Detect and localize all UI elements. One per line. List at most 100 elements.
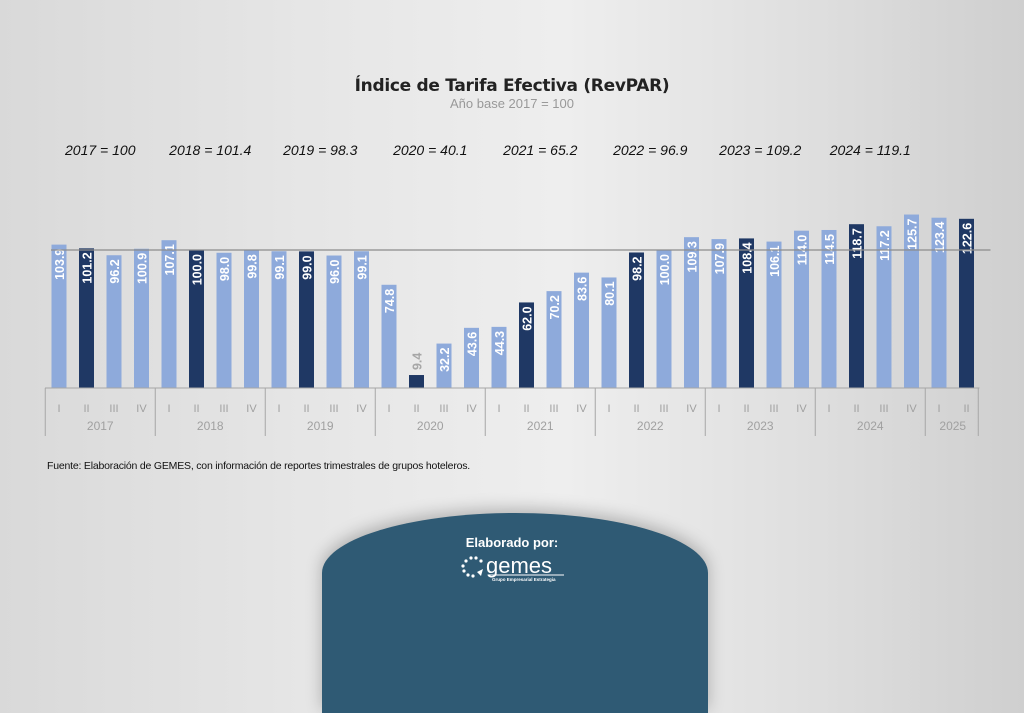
annual-index-label: 2023 = 109.2 — [719, 142, 802, 158]
bar — [519, 302, 534, 388]
quarter-label: II — [853, 403, 859, 415]
bar — [244, 250, 259, 388]
bar — [161, 240, 177, 388]
quarter-label: I — [167, 403, 170, 415]
quarter-label: IV — [246, 403, 257, 415]
data-label: 99.8 — [246, 254, 260, 278]
bar — [546, 291, 562, 388]
bar — [271, 251, 287, 388]
quarter-label: III — [219, 403, 228, 415]
bar — [491, 326, 507, 388]
bar — [216, 252, 232, 388]
annual-index-label: 2021 = 65.2 — [503, 142, 578, 158]
bar — [739, 238, 754, 388]
quarter-label: II — [303, 403, 309, 415]
data-label: 83.6 — [576, 277, 590, 301]
bar — [354, 251, 369, 388]
quarter-label: III — [659, 403, 668, 415]
data-label: 107.1 — [163, 244, 177, 275]
year-label: 2017 — [87, 419, 114, 433]
data-label: 118.7 — [851, 228, 865, 259]
quarter-label: IV — [466, 403, 477, 415]
bar — [711, 239, 727, 388]
year-label: 2025 — [939, 419, 966, 433]
data-label: 96.0 — [328, 259, 342, 283]
bar — [821, 229, 837, 388]
footer-label: Elaborado por: — [465, 535, 559, 550]
quarter-label: I — [277, 403, 280, 415]
data-label: 100.0 — [191, 254, 205, 285]
year-label: 2023 — [747, 419, 774, 433]
data-label: 106.1 — [768, 246, 782, 277]
data-label: 44.3 — [493, 331, 507, 355]
bar — [189, 250, 204, 388]
quarter-label: I — [827, 403, 830, 415]
bar — [876, 226, 892, 388]
bar-chart: 103.9I101.2II96.2III100.9IV107.1I100.0II… — [44, 214, 991, 436]
bar — [684, 237, 699, 388]
quarter-label: II — [633, 403, 639, 415]
quarter-label: II — [743, 403, 749, 415]
annual-index-label: 2017 = 100 — [65, 142, 136, 158]
data-label: 125.7 — [906, 218, 920, 249]
source-note: Fuente: Elaboración de GEMES, con inform… — [47, 460, 471, 472]
data-label: 99.1 — [273, 255, 287, 279]
quarter-label: II — [523, 403, 529, 415]
chart-title: Índice de Tarifa Efectiva (RevPAR) — [354, 76, 670, 96]
data-label: 114.5 — [823, 234, 837, 265]
quarter-label: III — [439, 403, 448, 415]
bar — [326, 255, 342, 388]
data-label: 62.0 — [521, 306, 535, 330]
bar — [794, 230, 809, 388]
year-label: 2019 — [307, 419, 334, 433]
quarter-label: III — [549, 403, 558, 415]
bar — [629, 252, 644, 388]
data-label: 107.9 — [713, 243, 727, 274]
data-label: 108.4 — [741, 242, 755, 273]
quarter-label: I — [937, 403, 940, 415]
bar — [436, 343, 452, 388]
bar — [904, 214, 919, 388]
quarter-label: I — [717, 403, 720, 415]
gemes-logo: gemes Grupo Empresarial Estrategia — [461, 553, 564, 582]
quarter-label: IV — [906, 403, 917, 415]
quarter-label: IV — [796, 403, 807, 415]
bar — [959, 218, 974, 388]
quarter-label: IV — [136, 403, 147, 415]
quarter-label: III — [769, 403, 778, 415]
data-label: 109.3 — [686, 241, 700, 272]
annual-index-label: 2019 = 98.3 — [283, 142, 358, 158]
year-label: 2018 — [197, 419, 224, 433]
bar — [464, 327, 479, 388]
data-label: 74.8 — [383, 289, 397, 313]
data-label: 117.2 — [878, 230, 892, 261]
bar — [849, 224, 864, 388]
bar — [134, 248, 149, 388]
data-label: 101.2 — [81, 252, 95, 283]
data-label: 123.4 — [933, 222, 947, 253]
data-label: 32.2 — [438, 348, 452, 372]
annual-index-label: 2018 = 101.4 — [169, 142, 252, 158]
annual-index-label: 2022 = 96.9 — [613, 142, 688, 158]
data-label: 122.6 — [961, 223, 975, 254]
quarter-label: III — [879, 403, 888, 415]
chart-subtitle: Año base 2017 = 100 — [450, 96, 574, 111]
quarter-label: IV — [576, 403, 587, 415]
data-label: 103.9 — [53, 249, 67, 280]
bar — [299, 251, 314, 388]
quarter-label: II — [193, 403, 199, 415]
quarter-label: II — [963, 403, 969, 415]
bar — [106, 255, 122, 388]
year-label: 2021 — [527, 419, 554, 433]
data-label: 43.6 — [466, 332, 480, 356]
data-label: 100.0 — [658, 254, 672, 285]
year-label: 2020 — [417, 419, 444, 433]
year-label: 2024 — [857, 419, 884, 433]
bar — [409, 375, 424, 388]
quarter-label: II — [413, 403, 419, 415]
data-label: 100.9 — [136, 253, 150, 284]
quarter-label: I — [497, 403, 500, 415]
year-label: 2022 — [637, 419, 664, 433]
data-label: 70.2 — [548, 295, 562, 319]
bar — [601, 277, 617, 388]
